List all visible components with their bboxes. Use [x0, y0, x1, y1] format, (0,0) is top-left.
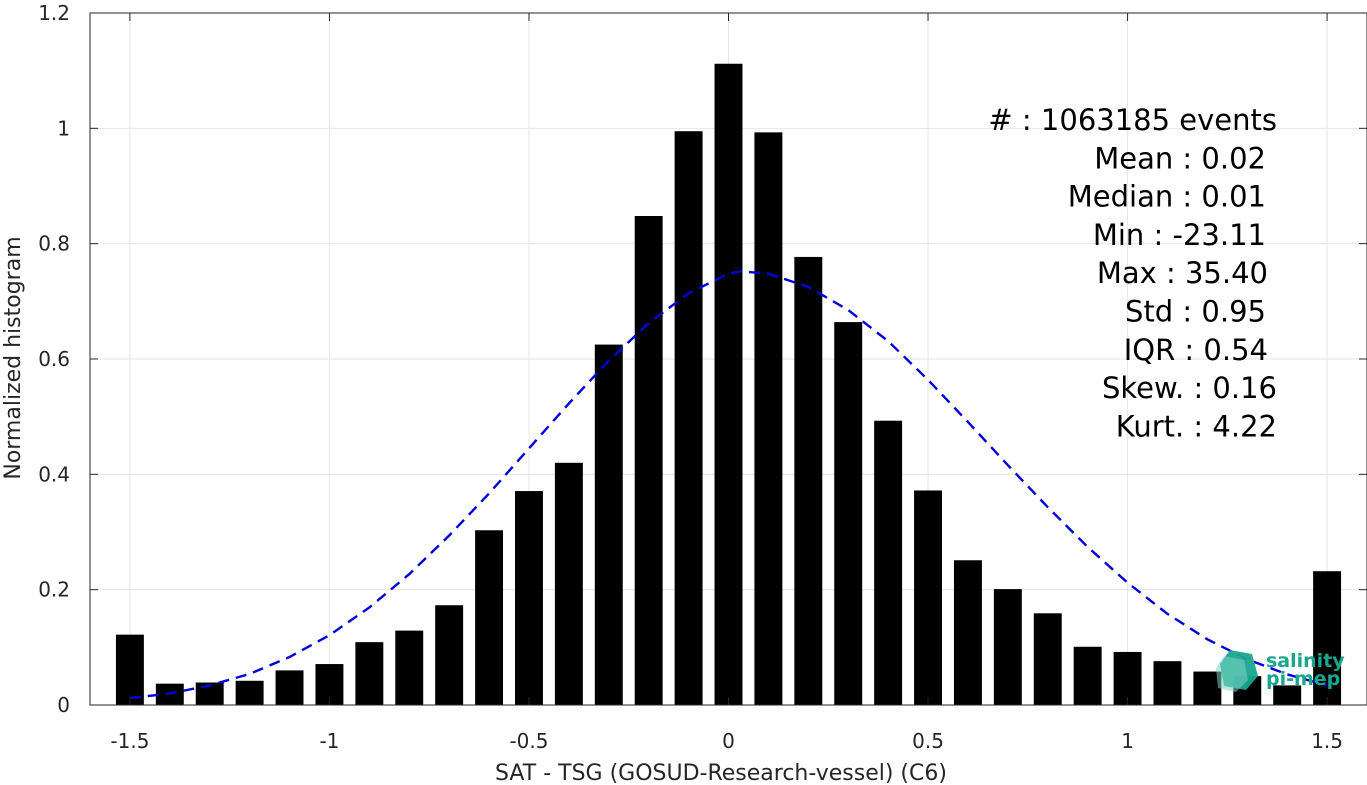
logo-line1: salinity: [1266, 650, 1345, 672]
x-tick-label: -1.5: [110, 729, 149, 753]
y-tick-label: 1.2: [38, 1, 70, 25]
y-tick-label: 0.6: [38, 347, 70, 371]
histogram-bar: [355, 642, 384, 705]
stat-line: Min : -23.11: [1093, 218, 1266, 252]
histogram-bar: [195, 682, 224, 705]
y-tick-label: 0.8: [38, 232, 70, 256]
x-tick-label: 1: [1121, 729, 1134, 753]
stat-line: Std : 0.95: [1125, 295, 1266, 329]
histogram-bar: [834, 322, 863, 705]
histogram-bar: [115, 634, 144, 705]
histogram-bar: [754, 132, 783, 705]
histogram-bar: [1113, 651, 1142, 705]
stat-line: Kurt. : 4.22: [1116, 409, 1277, 443]
y-tick-label: 1: [57, 116, 70, 140]
x-tick-label: 1.5: [1311, 729, 1343, 753]
stat-line: IQR : 0.54: [1124, 333, 1268, 367]
axis-ticks: -1.5 -1 -0.5 0 0.5 1 1.5 0 0.2 0.4 0.6 0.8 1 1.2: [38, 1, 1367, 753]
histogram-bar: [794, 256, 823, 705]
histogram-bar: [634, 215, 663, 705]
histogram-bars: [115, 63, 1342, 706]
histogram-bar: [235, 680, 264, 705]
x-axis-label: SAT - TSG (GOSUD-Research-vessel) (C6): [495, 761, 947, 785]
histogram-bar: [395, 630, 424, 705]
y-tick-label: 0.4: [38, 462, 70, 486]
stat-line: Mean : 0.02: [1094, 141, 1266, 175]
stat-line: Skew. : 0.16: [1102, 371, 1277, 405]
stat-line: Max : 35.40: [1097, 256, 1268, 290]
histogram-bar: [594, 344, 623, 705]
x-tick-label: -0.5: [509, 729, 548, 753]
histogram-bar: [993, 589, 1022, 705]
histogram-bar: [1153, 661, 1182, 705]
logo-line2: pi-mep: [1266, 668, 1340, 690]
y-axis-label: Normalized histogram: [1, 236, 26, 479]
histogram-bar: [1313, 571, 1342, 705]
histogram-bar: [275, 670, 304, 705]
histogram-bar: [435, 605, 464, 705]
y-tick-label: 0: [57, 693, 70, 717]
histogram-bar: [1033, 613, 1062, 705]
histogram-bar: [1073, 646, 1102, 705]
histogram-bar: [1193, 671, 1222, 705]
x-tick-label: 0: [722, 729, 735, 753]
logo-shape-icon: [1216, 650, 1258, 692]
x-tick-label: 0.5: [912, 729, 944, 753]
histogram-bar: [714, 63, 743, 706]
normal-fit-curve: [129, 270, 1328, 700]
histogram-bar: [674, 131, 703, 705]
histogram-bar: [554, 462, 583, 705]
histogram-bar: [914, 490, 942, 705]
stat-line: # : 1063185 events: [988, 103, 1277, 137]
histogram-bar: [953, 560, 982, 705]
salinity-pi-mep-logo: salinity pi-mep: [1216, 650, 1345, 692]
histogram-bar: [1273, 685, 1302, 705]
histogram-bar: [874, 420, 903, 705]
x-tick-label: -1: [319, 729, 339, 753]
stat-line: Median : 0.01: [1068, 180, 1266, 214]
statistics-annotation: # : 1063185 events Mean : 0.02 Median : 0.…: [988, 103, 1277, 443]
y-tick-label: 0.2: [38, 578, 70, 602]
histogram-bar: [475, 530, 504, 705]
histogram-bar: [515, 491, 543, 705]
